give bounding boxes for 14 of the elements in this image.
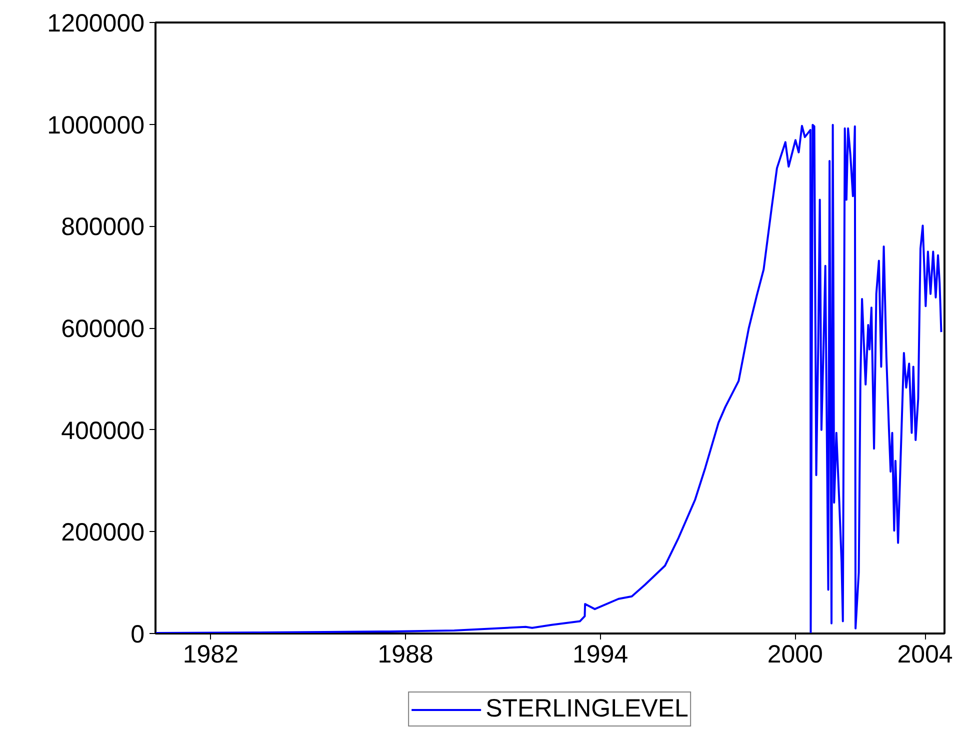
legend-label: STERLINGLEVEL xyxy=(486,694,688,724)
y-tick-label: 600000 xyxy=(61,315,145,343)
x-tick-label: 1982 xyxy=(182,640,239,668)
y-tick-label: 0 xyxy=(130,620,144,648)
y-tick-label: 400000 xyxy=(61,416,145,445)
y-tick-label: 800000 xyxy=(61,213,145,242)
x-tick-label: 2004 xyxy=(897,640,953,668)
x-tick-label: 2000 xyxy=(767,640,823,668)
y-tick-label: 1000000 xyxy=(47,111,144,140)
x-tick-label: 1994 xyxy=(572,640,628,668)
y-tick-label: 200000 xyxy=(61,518,145,547)
line-series xyxy=(156,124,942,634)
y-tick-label: 1200000 xyxy=(47,10,144,38)
x-tick-label: 1988 xyxy=(378,640,434,668)
